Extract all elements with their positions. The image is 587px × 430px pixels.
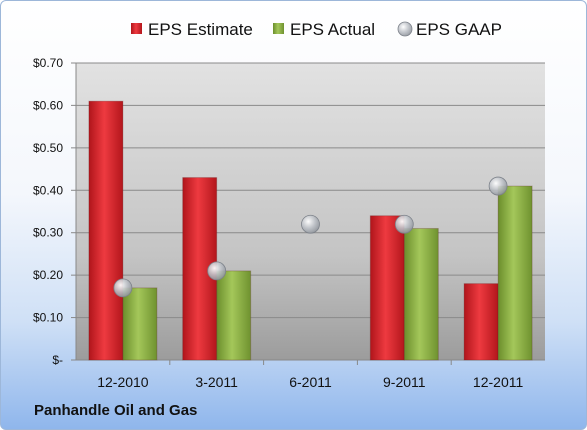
y-tick-label: $0.70 [33, 56, 63, 70]
company-name: Panhandle Oil and Gas [34, 402, 198, 419]
legend-label: EPS Actual [290, 20, 375, 39]
y-tick-label: $0.30 [33, 226, 63, 240]
x-tick-label: 3-2011 [195, 374, 238, 390]
x-tick-label: 12-2011 [473, 374, 524, 390]
legend-swatch [131, 23, 142, 34]
plot-area: $- $0.10 $0.20 $0.30 $0.40 $0.50 $0.60 $0.70 12-… [33, 56, 545, 390]
eps-actual-bar [216, 270, 252, 361]
x-tick-label: 9-2011 [383, 374, 426, 390]
x-tick-label: 6-2011 [289, 374, 332, 390]
eps-estimate-bar [88, 100, 124, 361]
eps-gaap-marker [207, 261, 227, 281]
legend-label: EPS Estimate [148, 20, 253, 39]
y-tick-label: $0.50 [33, 141, 63, 155]
legend: EPS Estimate EPS Actual EPS GAAP [131, 20, 502, 39]
x-tick-label: 12-2010 [97, 374, 149, 390]
eps-estimate-bar [369, 215, 405, 361]
eps-actual-bar [497, 185, 533, 361]
eps-actual-bar [403, 227, 439, 361]
y-tick-label: $0.20 [33, 268, 63, 282]
eps-gaap-marker [394, 214, 414, 234]
y-tick-label: $0.40 [33, 183, 63, 197]
eps-actual-bar [122, 287, 158, 361]
y-tick-label: $0.60 [33, 98, 63, 112]
legend-swatch [397, 21, 413, 37]
y-tick-label: $- [52, 353, 63, 367]
eps-estimate-bar [463, 283, 499, 361]
y-tick-label: $0.10 [33, 311, 63, 325]
legend-label: EPS GAAP [416, 20, 502, 39]
eps-gaap-marker [488, 176, 508, 196]
eps-gaap-marker [113, 278, 133, 298]
eps-gaap-marker [301, 214, 320, 234]
legend-swatch [273, 23, 284, 34]
